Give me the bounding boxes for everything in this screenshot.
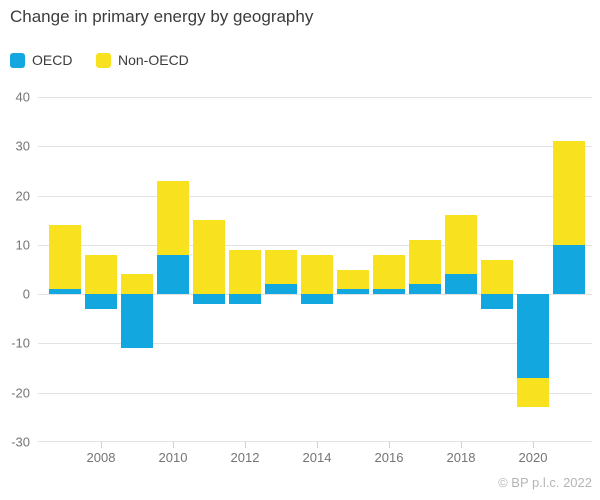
bar-segment-oecd-2019 (481, 294, 513, 309)
bar-segment-non-oecd-2016 (373, 254, 405, 290)
x-axis-tick-2018 (460, 442, 462, 448)
bar-segment-oecd-2016 (373, 289, 405, 295)
bar-segment-oecd-2018 (445, 274, 477, 295)
y-axis-label-20: 20 (15, 188, 30, 204)
bar-segment-oecd-2009 (121, 294, 153, 349)
bar-segment-non-oecd-2018 (445, 215, 477, 275)
y-axis-label--30: -30 (11, 434, 30, 450)
bar-segment-oecd-2017 (409, 284, 441, 295)
x-axis-tick-2012 (244, 442, 246, 448)
bar-segment-non-oecd-2015 (337, 269, 369, 290)
x-axis-tick-2014 (316, 442, 318, 448)
x-axis-label-2012: 2012 (230, 450, 260, 465)
legend-label-oecd: OECD (32, 52, 73, 68)
gridline--20 (38, 392, 592, 394)
bar-segment-non-oecd-2020 (517, 377, 549, 408)
x-axis-label-2020: 2020 (518, 450, 548, 465)
gridline--30 (38, 441, 592, 442)
x-axis-label-2010: 2010 (158, 450, 188, 465)
y-axis-label-10: 10 (15, 237, 30, 253)
bar-segment-oecd-2014 (301, 294, 333, 304)
bar-segment-oecd-2020 (517, 294, 549, 378)
x-axis-tick-2010 (172, 442, 174, 448)
gridline-10 (38, 244, 592, 246)
oecd-swatch-icon (10, 52, 25, 68)
bar-segment-oecd-2011 (193, 294, 225, 304)
bar-segment-non-oecd-2013 (265, 249, 297, 285)
legend-item-non-oecd: Non-OECD (96, 52, 189, 68)
bar-segment-non-oecd-2014 (301, 254, 333, 295)
bar-segment-non-oecd-2007 (49, 225, 81, 290)
x-axis-label-2008: 2008 (86, 450, 116, 465)
x-axis-tick-2020 (532, 442, 534, 448)
y-axis-label-40: 40 (15, 89, 30, 105)
bar-segment-oecd-2015 (337, 289, 369, 295)
copyright-text: © BP p.l.c. 2022 (498, 475, 592, 490)
gridline-20 (38, 195, 592, 197)
legend-item-oecd: OECD (10, 52, 72, 68)
bar-segment-oecd-2021 (553, 244, 585, 295)
x-axis-tick-2008 (100, 442, 102, 448)
y-axis-label--20: -20 (11, 385, 30, 401)
bar-segment-oecd-2007 (49, 289, 81, 295)
x-axis-label-2016: 2016 (374, 450, 404, 465)
bar-segment-non-oecd-2011 (193, 220, 225, 295)
bar-segment-non-oecd-2010 (157, 180, 189, 255)
bar-segment-non-oecd-2017 (409, 239, 441, 285)
chart-title: Change in primary energy by geography (10, 7, 314, 26)
bar-segment-oecd-2012 (229, 294, 261, 304)
bar-segment-non-oecd-2008 (85, 254, 117, 295)
bar-segment-non-oecd-2009 (121, 274, 153, 295)
x-axis-label-2014: 2014 (302, 450, 332, 465)
bar-segment-oecd-2013 (265, 284, 297, 295)
bar-segment-non-oecd-2019 (481, 259, 513, 295)
x-axis-label-2018: 2018 (446, 450, 476, 465)
non-oecd-swatch-icon (96, 52, 111, 68)
y-axis-label-30: 30 (15, 138, 30, 154)
y-axis-label--10: -10 (11, 335, 30, 351)
gridline--10 (38, 343, 592, 345)
gridline-30 (38, 146, 592, 148)
bar-segment-non-oecd-2012 (229, 249, 261, 295)
legend-label-non-oecd: Non-OECD (118, 52, 189, 68)
gridline-40 (38, 97, 592, 98)
y-axis-label-0: 0 (22, 286, 30, 302)
bar-segment-oecd-2010 (157, 254, 189, 295)
x-axis-tick-2016 (388, 442, 390, 448)
plot-area: 2008 2010 2012 2014 2016 2018 2020 (38, 97, 592, 465)
bar-segment-non-oecd-2021 (553, 141, 585, 245)
bar-segment-oecd-2008 (85, 294, 117, 309)
